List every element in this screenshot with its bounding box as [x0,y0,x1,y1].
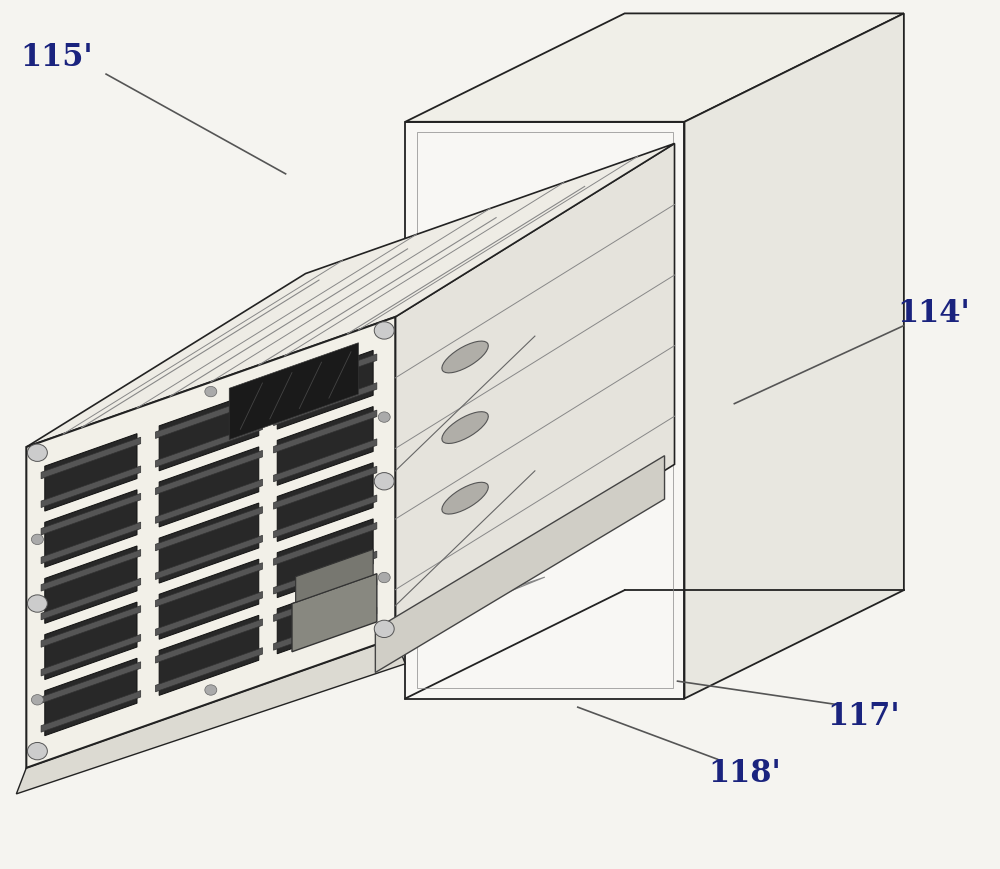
Polygon shape [277,407,373,486]
Polygon shape [155,648,262,692]
Circle shape [27,445,47,461]
Polygon shape [155,535,262,580]
Text: 115': 115' [20,43,93,73]
Polygon shape [405,123,684,699]
Ellipse shape [442,412,488,444]
Polygon shape [277,351,373,429]
Polygon shape [26,317,395,768]
Polygon shape [41,467,141,508]
Polygon shape [155,563,262,607]
Polygon shape [41,550,141,592]
Polygon shape [274,383,377,426]
Polygon shape [155,592,262,636]
Polygon shape [277,520,373,598]
Polygon shape [41,494,141,535]
Polygon shape [684,15,904,699]
Ellipse shape [442,342,488,374]
Polygon shape [155,423,262,468]
Circle shape [205,387,217,397]
Circle shape [374,322,394,340]
Polygon shape [45,490,137,567]
Polygon shape [159,448,259,527]
Polygon shape [41,522,141,564]
Circle shape [31,695,43,706]
Polygon shape [159,391,259,471]
Polygon shape [274,440,377,482]
Polygon shape [159,560,259,640]
Polygon shape [26,144,675,448]
Polygon shape [274,579,377,621]
Polygon shape [292,574,377,652]
Polygon shape [45,547,137,624]
Text: 118': 118' [708,757,781,788]
Circle shape [374,473,394,490]
Circle shape [205,685,217,695]
Polygon shape [277,463,373,542]
Circle shape [378,413,390,423]
Polygon shape [274,495,377,538]
Text: 117': 117' [828,700,900,732]
Polygon shape [45,659,137,736]
Polygon shape [274,355,377,397]
Polygon shape [41,579,141,620]
Polygon shape [16,638,405,794]
Polygon shape [41,662,141,704]
Text: 114': 114' [897,298,970,328]
Polygon shape [274,607,377,651]
Circle shape [378,573,390,583]
Polygon shape [41,691,141,733]
Polygon shape [41,438,141,479]
Polygon shape [159,615,259,695]
Polygon shape [155,480,262,524]
Polygon shape [277,575,373,654]
Polygon shape [395,144,675,638]
Polygon shape [229,343,358,440]
Polygon shape [274,523,377,566]
Polygon shape [26,577,545,768]
Circle shape [31,534,43,545]
Circle shape [27,595,47,613]
Polygon shape [45,434,137,512]
Polygon shape [405,15,904,123]
Polygon shape [45,602,137,680]
Polygon shape [274,552,377,594]
Polygon shape [274,411,377,454]
Polygon shape [155,395,262,439]
Polygon shape [41,634,141,676]
Polygon shape [155,507,262,551]
Polygon shape [155,451,262,495]
Polygon shape [41,606,141,647]
Polygon shape [159,503,259,583]
Polygon shape [274,467,377,509]
Polygon shape [296,550,373,602]
Circle shape [374,620,394,638]
Polygon shape [155,620,262,663]
Ellipse shape [442,483,488,514]
Circle shape [27,743,47,760]
Polygon shape [375,456,665,673]
